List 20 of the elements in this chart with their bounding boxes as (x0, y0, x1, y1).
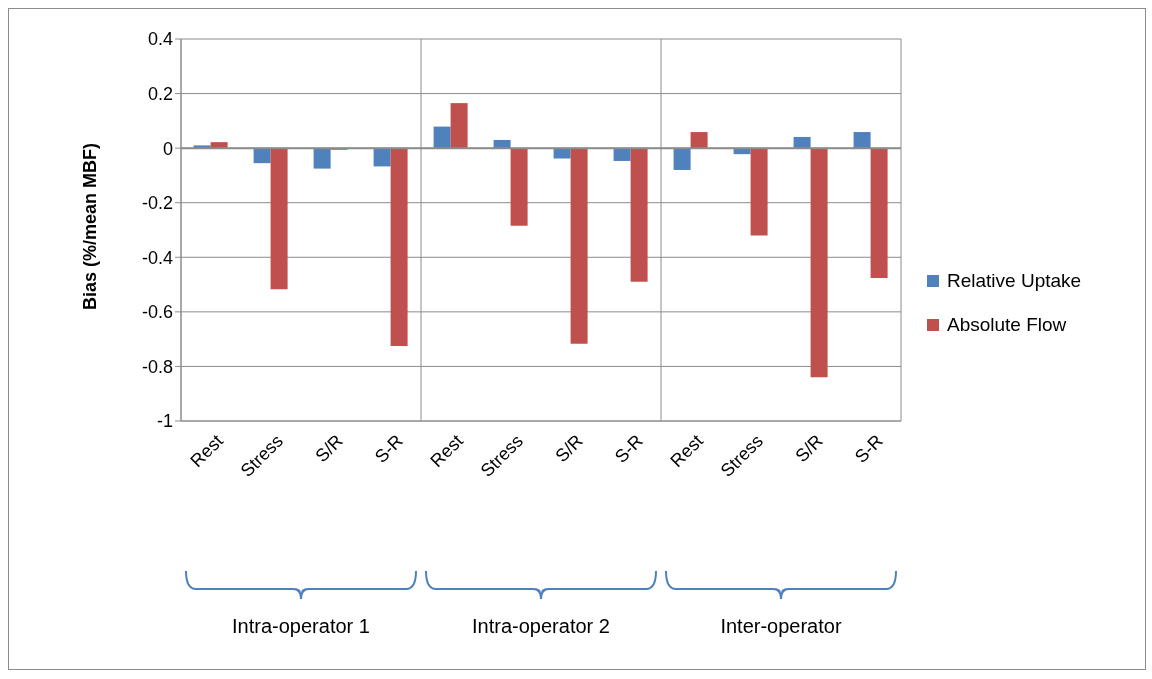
text: Inter-operator (720, 615, 842, 637)
x-tick-label: S/R (311, 430, 347, 467)
x-tick-label: S-R (610, 430, 647, 467)
y-axis-title: Bias (%/mean MBF) (80, 142, 101, 310)
text: Intra-operator 2 (472, 615, 610, 637)
legend-label: Relative Uptake (947, 270, 1082, 292)
x-tick-label: S/R (551, 430, 587, 467)
x-tick-label: S-R (370, 430, 407, 467)
y-tick-label: -0.4 (141, 247, 173, 268)
legend-label: Absolute Flow (947, 314, 1067, 336)
y-tick-label: 0 (162, 138, 173, 159)
y-tick-label: 0.4 (147, 29, 173, 50)
y-tick-label: 0.2 (147, 83, 173, 104)
x-tick-label: S-R (850, 430, 887, 467)
x-tick-label: S/R (791, 430, 827, 467)
y-tick-label: -0.8 (141, 356, 173, 377)
y-tick-label: -0.2 (141, 193, 173, 214)
y-tick-label: -1 (156, 411, 173, 432)
y-tick-label: -0.6 (141, 302, 173, 323)
text: Intra-operator 1 (232, 615, 370, 637)
